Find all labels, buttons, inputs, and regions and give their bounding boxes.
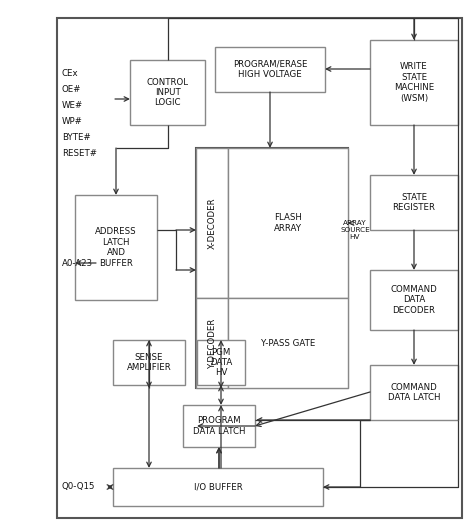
Bar [196,148,348,388]
Bar [370,40,458,125]
Text: Q0-Q15: Q0-Q15 [62,482,95,491]
Text: WRITE
STATE
MACHINE
(WSM): WRITE STATE MACHINE (WSM) [394,62,434,103]
Text: PROGRAM/ERASE
HIGH VOLTAGE: PROGRAM/ERASE HIGH VOLTAGE [233,60,307,79]
Text: A0-A23: A0-A23 [62,259,93,268]
Text: BYTE#: BYTE# [62,132,91,141]
Bar [370,270,458,330]
Text: RESET#: RESET# [62,149,97,158]
Text: CONTROL
INPUT
LOGIC: CONTROL INPUT LOGIC [146,78,189,107]
Text: ARRAY
SOURCE
HV: ARRAY SOURCE HV [340,220,370,240]
Bar [370,175,458,230]
Bar [197,340,245,385]
Bar [113,340,185,385]
Bar [215,47,325,92]
Text: PGM
DATA
HV: PGM DATA HV [210,348,232,377]
Bar [57,18,462,518]
Bar [228,148,348,298]
Bar [196,298,228,388]
Text: WE#: WE# [62,101,83,110]
Text: COMMAND
DATA
DECODER: COMMAND DATA DECODER [391,285,438,315]
Bar [196,148,228,298]
Text: X-DECODER: X-DECODER [207,197,217,249]
Text: OE#: OE# [62,85,81,94]
Text: STATE
REGISTER: STATE REGISTER [393,193,436,212]
Text: Y-DECODER: Y-DECODER [207,318,217,368]
Bar [183,405,255,447]
Text: SENSE
AMPLIFIER: SENSE AMPLIFIER [127,353,171,372]
Bar [228,298,348,388]
Text: I/O BUFFER: I/O BUFFER [194,482,242,491]
Text: PROGRAM
DATA LATCH: PROGRAM DATA LATCH [193,416,245,436]
Text: COMMAND
DATA LATCH: COMMAND DATA LATCH [388,383,440,402]
Text: ADDRESS
LATCH
AND
BUFFER: ADDRESS LATCH AND BUFFER [95,227,137,268]
Text: Y-PASS GATE: Y-PASS GATE [261,339,315,348]
Bar [75,195,157,300]
Bar [370,365,458,420]
Text: FLASH
ARRAY: FLASH ARRAY [274,213,302,233]
Bar [130,60,205,125]
Bar [113,468,323,506]
Text: WP#: WP# [62,116,83,125]
Text: CEx: CEx [62,68,79,78]
